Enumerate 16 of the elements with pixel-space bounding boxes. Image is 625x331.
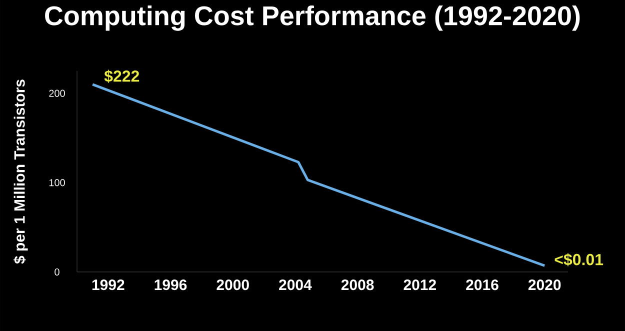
x-tick-label: 2016 [466,280,498,290]
x-tick-label: 1992 [92,280,124,290]
x-tick-label: 2012 [404,280,436,290]
y-tick-label: 0 [54,268,60,276]
annotation: $222 [104,70,140,83]
x-tick-label: 2004 [279,280,312,290]
x-tick-label: 2000 [216,280,249,290]
y-tick-label: 200 [49,90,65,97]
x-tick-label: 2008 [341,280,374,290]
y-axis-title: $ per 1 Million Transistors [14,80,28,264]
line-series [91,83,546,267]
x-tick-label: 2020 [528,280,561,290]
annotation: <$0.01 [554,253,604,266]
chart-title: Computing Cost Performance (1992-2020) [45,6,580,31]
x-tick-label: 1996 [154,280,187,290]
y-tick-label: 100 [49,179,65,186]
